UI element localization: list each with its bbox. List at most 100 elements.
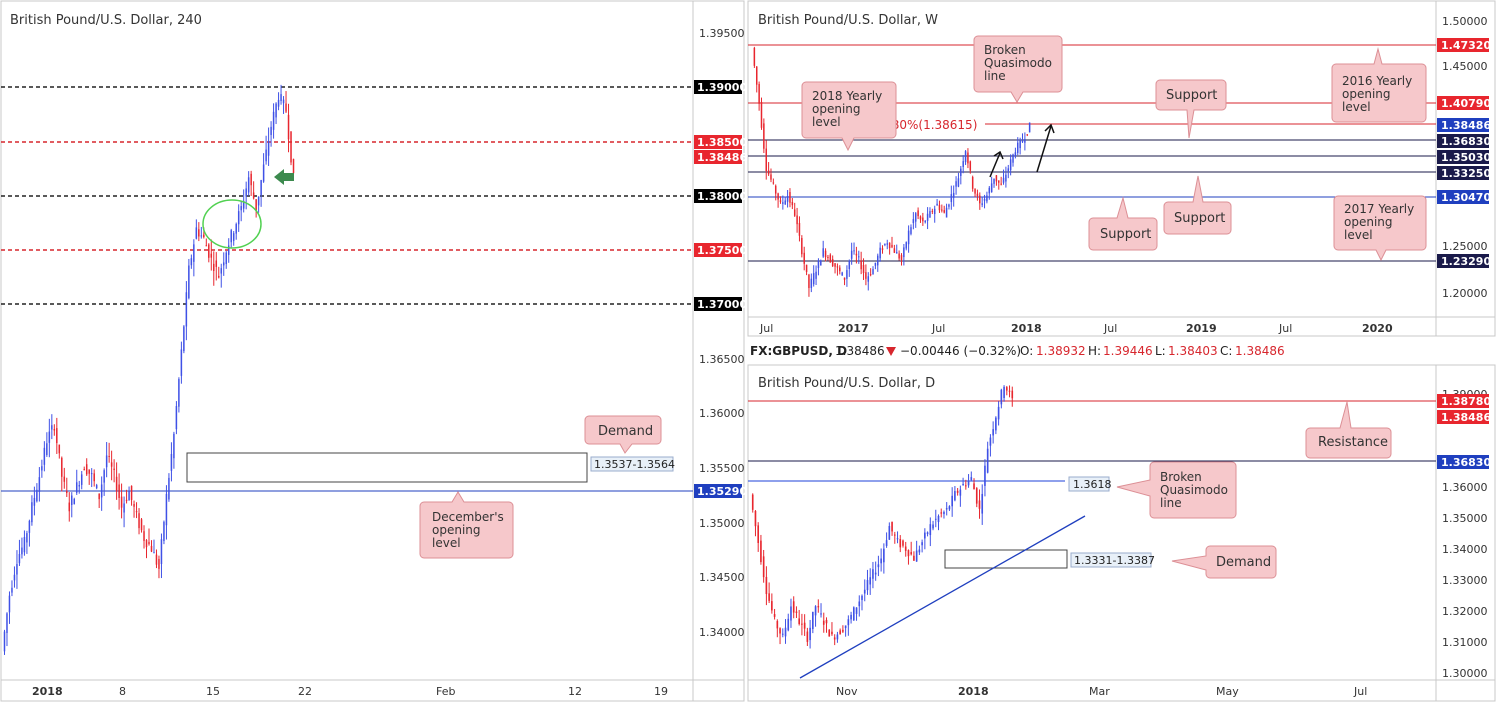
candle-body [218, 275, 220, 278]
candle-body [110, 462, 113, 467]
w-ytick-125: 1.25000 [1442, 240, 1488, 253]
candle-body [934, 518, 937, 520]
candle-body [773, 614, 776, 617]
d-1618-label: 1.3618 [1073, 478, 1112, 491]
candle-body [88, 469, 90, 474]
candle-body [904, 546, 907, 551]
candle-body [948, 506, 951, 510]
header-o-label: O: [1020, 344, 1033, 358]
w-ytick-150: 1.50000 [1442, 15, 1488, 28]
candle-body [73, 498, 76, 505]
w-2018-line2: opening [812, 102, 861, 116]
candle-body [33, 497, 36, 506]
header-symbol: FX:GBPUSD, D [750, 344, 847, 358]
candle-body [290, 131, 292, 163]
candle-body [245, 188, 247, 197]
w-callout-broken-quasimodo: Broken Quasimodo line [973, 35, 1063, 103]
candle-body [933, 208, 936, 215]
d-ytick-136: 1.36000 [1442, 481, 1488, 494]
candle-body [998, 180, 1000, 183]
w-bq-line3: line [984, 69, 1006, 83]
candle-body [885, 540, 888, 546]
candle-body [1014, 152, 1017, 157]
d-xtick-mar: Mar [1089, 685, 1110, 698]
candle-body [163, 521, 165, 542]
candle-body [1000, 183, 1002, 185]
candle-body [765, 576, 768, 595]
candle-body [250, 173, 252, 186]
w-y-axis: 1.50000 1.45000 1.25000 1.20000 [1442, 15, 1488, 300]
candle-body [755, 66, 758, 85]
h4-zone-label-box [590, 456, 674, 472]
candle-body [905, 242, 907, 249]
daily-panel: British Pound/U.S. Dollar, D 1.3618 1.33… [747, 364, 1496, 702]
candle-body [1003, 386, 1005, 398]
candle-body [852, 607, 855, 621]
candle-body [208, 244, 210, 258]
candle-body [125, 499, 128, 501]
candle-body [786, 196, 789, 202]
candle-body [784, 627, 787, 637]
candle-body [21, 547, 23, 555]
candle-body [815, 271, 817, 279]
candle-body [988, 187, 991, 194]
candle-body [237, 211, 240, 225]
candle-body [874, 262, 877, 266]
w-xtick-2019: 2019 [1186, 322, 1217, 335]
w-2017-line2: opening [1344, 215, 1393, 229]
candle-body [842, 629, 844, 632]
h4-ytick-13550: 1.35500 [699, 462, 745, 475]
symbol-header: FX:GBPUSD, D 1.38486 −0.00446 (−0.32%) O… [750, 344, 1285, 358]
candle-body [170, 453, 173, 471]
candle-body [880, 558, 882, 564]
candle-body [886, 243, 889, 245]
candle-body [803, 622, 806, 629]
w-xtick-2020: 2020 [1362, 322, 1393, 335]
candle-body [265, 149, 267, 162]
candle-body [877, 564, 880, 568]
d-xtick-nov: Nov [836, 685, 858, 698]
h4-ytick-13500: 1.35000 [699, 517, 745, 530]
candle-body [846, 270, 848, 279]
candle-body [781, 633, 784, 635]
d-xtick-may: May [1216, 685, 1239, 698]
candle-body [975, 488, 978, 504]
candle-body [791, 201, 794, 206]
candle-body [23, 537, 26, 553]
d-ytick-135: 1.35000 [1442, 512, 1488, 525]
candle-body [948, 204, 950, 207]
d-tag-13878: 1.38780 [1441, 395, 1491, 408]
candle-body [68, 502, 71, 512]
candle-body [932, 524, 934, 529]
candle-body [1009, 159, 1012, 171]
candle-body [929, 524, 932, 536]
candle-body [757, 525, 760, 543]
d-xtick-jul: Jul [1353, 685, 1367, 698]
candle-body [1011, 390, 1014, 399]
candle-body [1019, 139, 1021, 149]
w-support-mid-text: Support [1174, 211, 1225, 226]
candle-body [978, 500, 981, 509]
candle-body [855, 607, 858, 614]
candle-body [118, 484, 120, 499]
candle-body [861, 595, 863, 601]
w-2016-line2: opening [1342, 87, 1391, 101]
candle-body [227, 245, 230, 255]
w-callout-2018-yearly: 2018 Yearly opening level [801, 81, 897, 152]
candle-body [964, 151, 967, 163]
candle-body [814, 606, 817, 616]
h4-price-tags: 1.39000 1.38500 1.38486 1.38000 1.37500 … [694, 80, 747, 498]
d-zone-label-box [1070, 552, 1152, 568]
w-tag-14079: 1.40790 [1441, 97, 1491, 110]
candle-body [46, 443, 48, 455]
candle-body [924, 220, 926, 223]
candle-body [95, 485, 98, 489]
candle-body [8, 595, 11, 613]
candle-body [971, 176, 974, 189]
candle-body [257, 196, 260, 206]
w-tag-14732: 1.47320 [1441, 39, 1491, 52]
candle-body [960, 168, 962, 176]
candle-body [272, 111, 275, 130]
d-bq-line1: Broken [1160, 470, 1202, 484]
